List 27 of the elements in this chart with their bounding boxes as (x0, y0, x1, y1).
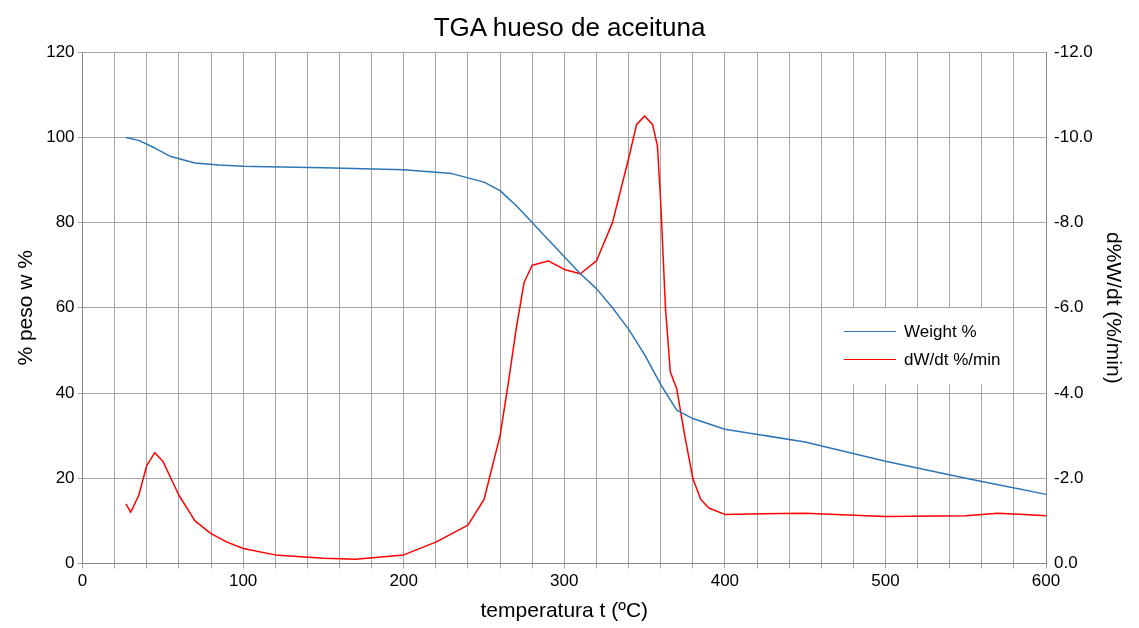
y-tick-label: 20 (55, 467, 75, 487)
y-axis-title: % peso w % (13, 250, 37, 366)
y2-tick-label: -8.0 (1054, 212, 1084, 232)
x-tick-label: 600 (1031, 571, 1061, 591)
x-tick-label: 0 (77, 571, 88, 591)
y-tick-label: 80 (55, 212, 75, 232)
y2-tick-label: -6.0 (1054, 297, 1084, 317)
y2-tick-label: -10.0 (1054, 127, 1093, 147)
x-axis-title: temperatura t (ºC) (480, 598, 649, 622)
y-tick-label: 120 (46, 41, 75, 61)
x-tick-label: 200 (389, 571, 418, 591)
x-tick-label: 300 (550, 571, 579, 591)
x-tick-label: 500 (871, 571, 900, 591)
chart-title: TGA hueso de aceituna (433, 11, 706, 42)
y2-tick-label: 0.0 (1054, 553, 1078, 573)
x-tick-label: 100 (228, 571, 258, 591)
y-tick-label: 60 (55, 297, 75, 317)
legend-label: dW/dt %/min (904, 349, 1001, 370)
y-tick-label: 40 (55, 382, 75, 402)
y2-tick-label: -4.0 (1054, 382, 1084, 402)
y2-tick-label: -2.0 (1054, 467, 1084, 487)
y2-axis-title: d%W/dt (%/min) (1102, 231, 1126, 384)
y-tick-label: 0 (65, 553, 75, 573)
y2-tick-label: -12.0 (1054, 41, 1093, 61)
legend-label: Weight % (904, 321, 977, 342)
y-tick-label: 100 (46, 127, 75, 147)
x-tick-label: 400 (710, 571, 740, 591)
